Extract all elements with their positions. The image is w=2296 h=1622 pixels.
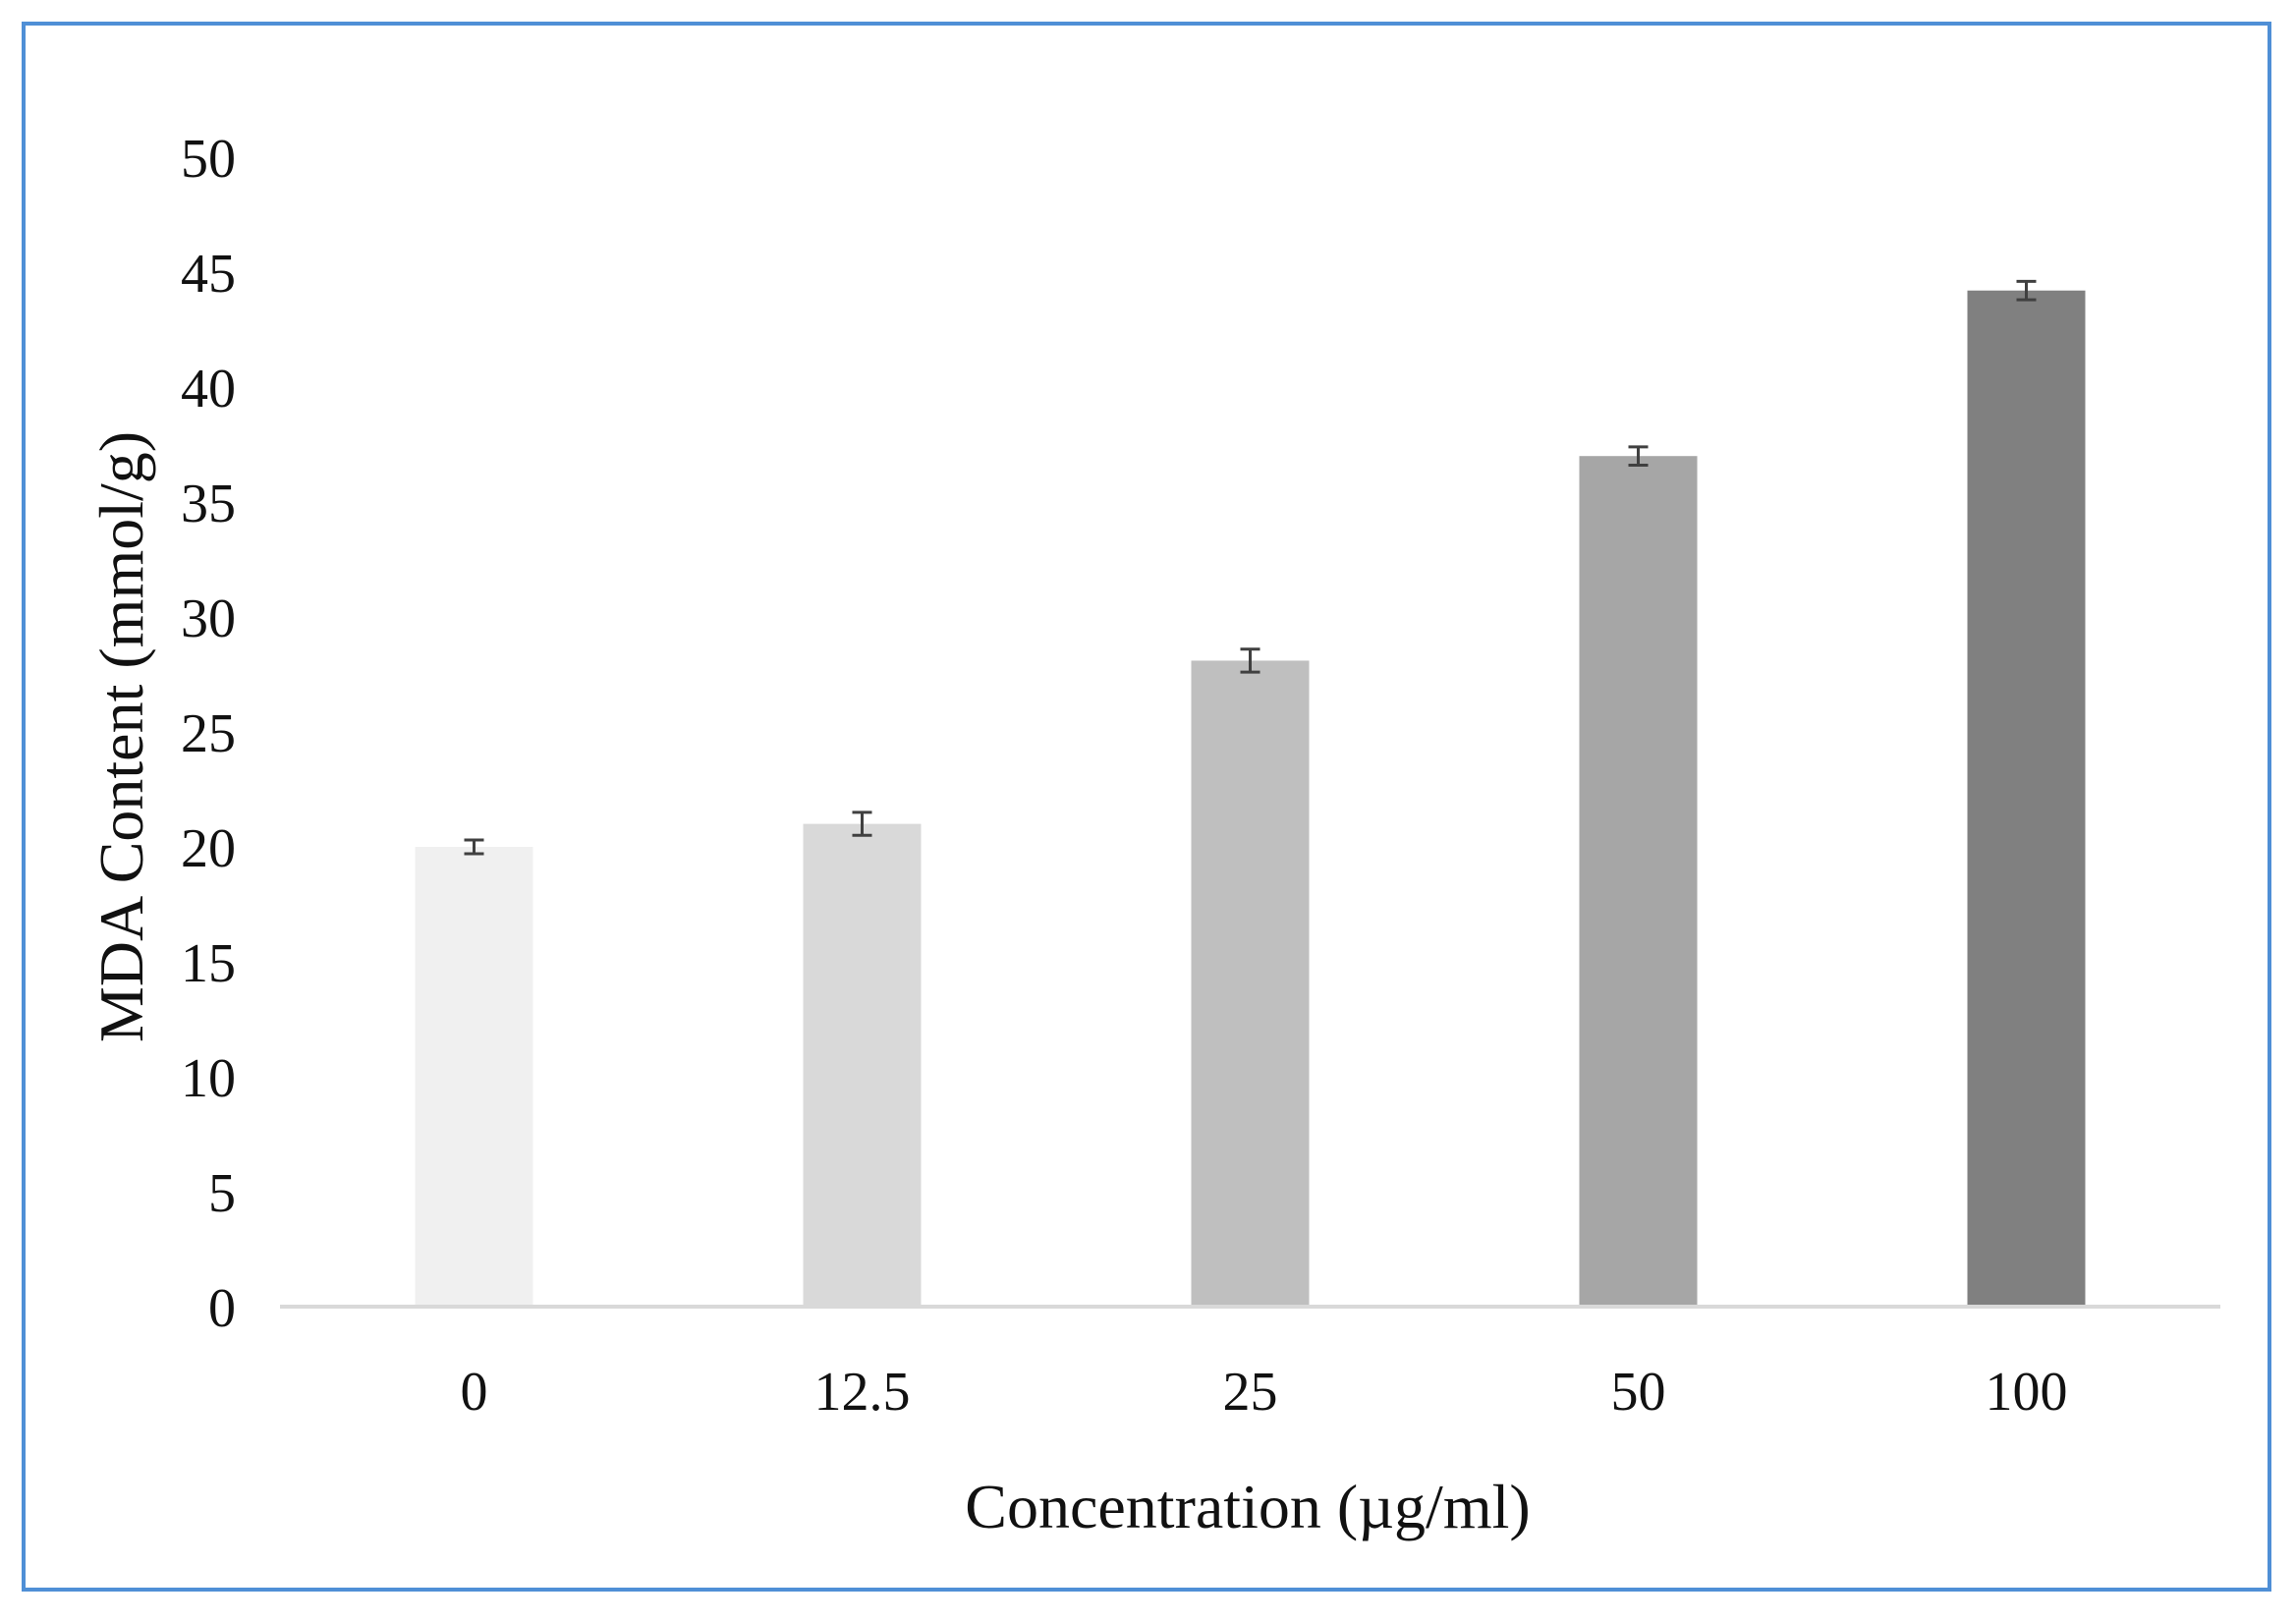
y-tick-label: 50 bbox=[181, 129, 236, 190]
x-tick-label: 12.5 bbox=[814, 1362, 911, 1423]
y-tick-label: 5 bbox=[208, 1163, 236, 1224]
bar bbox=[1191, 660, 1310, 1307]
x-tick-label: 25 bbox=[1223, 1362, 1278, 1423]
error-bar bbox=[1628, 445, 1649, 468]
error-bar bbox=[1240, 647, 1260, 674]
y-tick-label: 0 bbox=[208, 1278, 236, 1339]
x-tick-label: 100 bbox=[1986, 1362, 2068, 1423]
bars-group bbox=[415, 290, 2086, 1308]
error-bars-group bbox=[464, 279, 2037, 856]
y-tick-label: 25 bbox=[181, 703, 236, 764]
bar bbox=[1967, 290, 2086, 1308]
error-bar bbox=[2016, 279, 2037, 302]
error-bar bbox=[852, 811, 872, 837]
y-tick-label: 45 bbox=[181, 244, 236, 305]
y-axis-ticks: 0 5 10 15 20 25 30 35 40 45 50 bbox=[181, 129, 236, 1339]
chart-frame bbox=[22, 22, 2271, 1592]
x-tick-label: 0 bbox=[461, 1362, 488, 1423]
x-tick-label: 50 bbox=[1611, 1362, 1666, 1423]
x-axis-title: Concentration (µg/ml) bbox=[965, 1472, 1530, 1541]
y-tick-label: 40 bbox=[181, 359, 236, 419]
y-tick-label: 15 bbox=[181, 933, 236, 994]
y-tick-label: 35 bbox=[181, 474, 236, 534]
y-tick-label: 30 bbox=[181, 588, 236, 649]
y-axis-title: MDA Content (mmol/g) bbox=[86, 431, 156, 1042]
bar bbox=[1579, 456, 1698, 1307]
x-axis-ticks: 0 12.5 25 50 100 bbox=[461, 1362, 2068, 1423]
bar bbox=[803, 823, 922, 1307]
error-bar bbox=[464, 838, 484, 856]
bar bbox=[415, 847, 533, 1307]
y-tick-label: 10 bbox=[181, 1048, 236, 1109]
y-tick-label: 20 bbox=[181, 818, 236, 879]
